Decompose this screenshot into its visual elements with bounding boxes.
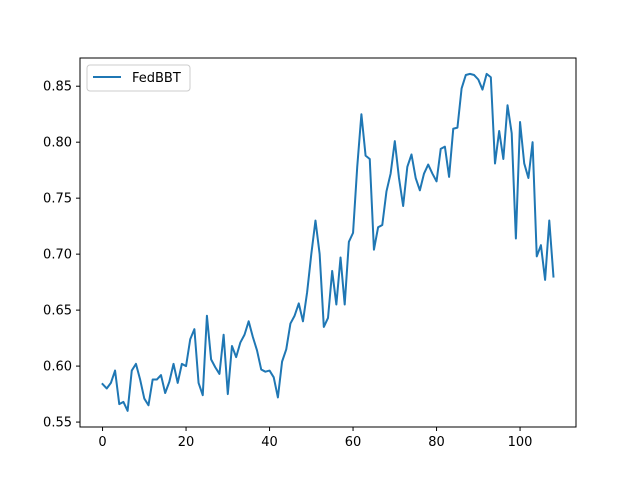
y-tick-label: 0.75 [43, 192, 72, 207]
x-tick-label: 60 [345, 435, 362, 450]
y-tick-label: 0.55 [43, 416, 72, 431]
x-tick-label: 80 [428, 435, 445, 450]
y-tick-label: 0.80 [43, 136, 72, 151]
legend-label: FedBBT [132, 71, 181, 86]
y-tick-label: 0.60 [43, 360, 72, 375]
x-tick-label: 100 [508, 435, 533, 450]
y-tick-label: 0.85 [43, 80, 72, 95]
legend-box [86, 64, 191, 92]
y-tick-label: 0.65 [43, 304, 72, 319]
legend: FedBBT [86, 64, 191, 92]
x-tick-label: 20 [178, 435, 195, 450]
y-tick-label: 0.70 [43, 248, 72, 263]
x-tick-label: 40 [261, 435, 278, 450]
series-line-fedbbt [101, 72, 555, 412]
x-tick-label: 0 [98, 435, 106, 450]
series-layer [101, 72, 555, 412]
plot-frame [79, 57, 577, 428]
y-axis-ticks: 0.55 0.60 0.65 0.70 0.75 0.80 0.85 [43, 80, 80, 431]
x-axis-ticks: 0 20 40 60 80 100 [98, 427, 532, 450]
